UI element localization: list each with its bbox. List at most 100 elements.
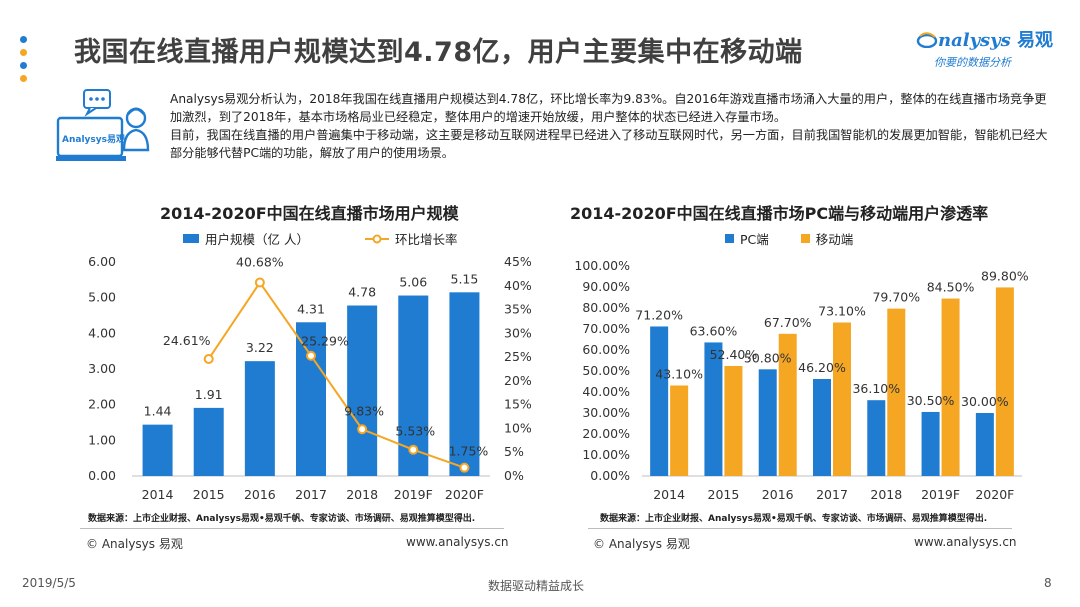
x-tick-label: 2016 xyxy=(244,487,276,502)
y-tick-label: 0.00% xyxy=(590,468,630,483)
y-tick-label: 20.00% xyxy=(582,426,630,441)
pc-bar xyxy=(650,326,669,476)
left-y-tick-label: 6.00 xyxy=(88,254,116,269)
pc-bar xyxy=(975,413,994,476)
divider xyxy=(80,528,504,529)
pc-value-label: 63.60% xyxy=(690,323,738,338)
right-y-tick-label: 20% xyxy=(504,373,532,388)
y-tick-label: 70.00% xyxy=(582,321,630,336)
mobile-value-label: 89.80% xyxy=(981,268,1029,283)
growth-line xyxy=(207,280,465,469)
page-number: 8 xyxy=(1044,576,1052,590)
logo-brand: nalysys 易观 xyxy=(916,26,1066,52)
right-y-tick-label: 30% xyxy=(504,325,532,340)
right-y-tick-label: 35% xyxy=(504,302,532,317)
x-tick-label: 2016 xyxy=(762,487,794,502)
mobile-bar xyxy=(941,298,960,476)
user-bar xyxy=(347,305,378,476)
bar-value-label: 1.91 xyxy=(195,387,223,402)
x-tick-label: 2019F xyxy=(394,487,433,502)
mobile-value-label: 52.40% xyxy=(710,347,758,362)
left-y-tick-label: 3.00 xyxy=(88,361,116,376)
intro-paragraph: Analysys易观分析认为，2018年我国在线直播用户规模达到4.78亿，环比… xyxy=(170,92,1047,124)
x-tick-label: 2015 xyxy=(193,487,225,502)
left-chart-legend: 用户规模（亿 人） 环比增长率 xyxy=(183,229,458,248)
mobile-bar xyxy=(724,365,743,476)
right-y-tick-label: 10% xyxy=(504,420,532,435)
bullet-dot xyxy=(20,62,27,69)
y-tick-label: 40.00% xyxy=(582,384,630,399)
pc-bar xyxy=(758,369,777,476)
right-y-tick-label: 25% xyxy=(504,349,532,364)
analyst-illustration: Analysys易观 xyxy=(54,88,154,168)
legend-label-growth: 环比增长率 xyxy=(394,232,458,247)
legend-bar-swatch xyxy=(183,234,199,243)
x-tick-label: 2020F xyxy=(975,487,1014,502)
intro-paragraph: 目前，我国在线直播的用户普遍集中于移动端，这主要是移动互联网进程早已经进入了移动… xyxy=(170,128,1048,160)
left-copyright: © Analysys 易观 xyxy=(86,537,183,551)
pc-value-label: 46.20% xyxy=(798,360,846,375)
title-bullet-dots xyxy=(20,36,28,88)
logo-a-icon xyxy=(916,32,938,49)
x-tick-label: 2017 xyxy=(295,487,327,502)
pc-value-label: 30.50% xyxy=(907,393,955,408)
mobile-bar xyxy=(833,322,851,476)
growth-point xyxy=(408,444,419,455)
right-y-tick-label: 0% xyxy=(504,468,524,483)
growth-value-label: 5.53% xyxy=(395,424,435,439)
left-website: www.analysys.cn xyxy=(406,535,509,549)
x-tick-label: 2019F xyxy=(921,487,960,502)
left-y-tick-label: 5.00 xyxy=(88,290,116,305)
footer-slogan: 数据驱动精益成长 xyxy=(488,579,585,593)
analyst-icon xyxy=(56,89,150,161)
pc-bar xyxy=(704,342,723,476)
legend-mobile-swatch xyxy=(800,234,810,243)
left-chart-svg: 0.00 1.00 2.00 3.00 4.00 5.00 6.00 0% 5% 10% 15% 20… xyxy=(88,254,532,502)
left-y-tick-label: 2.00 xyxy=(88,397,116,412)
right-copyright: © Analysys 易观 xyxy=(593,537,690,551)
y-tick-label: 50.00% xyxy=(582,363,630,378)
right-y-tick-label: 45% xyxy=(504,254,532,269)
x-tick-label: 2017 xyxy=(816,487,848,502)
growth-point xyxy=(306,350,316,361)
right-chart-legend: PC端 移动端 xyxy=(725,229,853,248)
y-tick-label: 60.00% xyxy=(582,342,630,357)
pc-bar xyxy=(867,400,886,476)
legend-pc-swatch xyxy=(725,234,734,243)
right-y-tick-label: 15% xyxy=(504,397,532,412)
bar-value-label: 1.44 xyxy=(144,404,172,419)
left-y-tick-label: 4.00 xyxy=(88,325,116,340)
mobile-bar xyxy=(887,308,906,476)
page-title: 我国在线直播用户规模达到4.78亿，用户主要集中在移动端 xyxy=(74,37,803,68)
mobile-value-label: 67.70% xyxy=(764,315,812,330)
mobile-bar xyxy=(670,385,689,476)
user-bar xyxy=(449,292,480,476)
y-tick-label: 100.00% xyxy=(574,258,630,273)
y-tick-label: 10.00% xyxy=(582,447,630,462)
left-y-tick-label: 1.00 xyxy=(88,432,116,447)
growth-point xyxy=(254,277,265,288)
bullet-dot xyxy=(20,49,27,56)
right-y-tick-label: 5% xyxy=(504,444,524,459)
bar-value-label: 4.31 xyxy=(297,301,325,316)
logo-slogan: 你要的数据分析 xyxy=(934,56,1011,69)
bar-value-label: 5.06 xyxy=(399,275,427,290)
analysys-logo: nalysys 易观 你要的数据分析 xyxy=(916,26,1066,72)
mobile-value-label: 73.10% xyxy=(818,303,866,318)
analyst-icon-label: Analysys易观 xyxy=(62,135,125,145)
user-bar xyxy=(193,407,224,476)
pc-value-label: 36.10% xyxy=(852,381,900,396)
divider xyxy=(588,528,1012,529)
x-tick-label: 2014 xyxy=(653,487,685,502)
intro-text: Analysys易观分析认为，2018年我国在线直播用户规模达到4.78亿，环比… xyxy=(170,90,1050,162)
y-tick-label: 30.00% xyxy=(582,405,630,420)
bullet-dot xyxy=(20,36,27,43)
growth-value-label: 40.68% xyxy=(236,255,284,270)
mobile-bar xyxy=(995,287,1014,476)
growth-value-label: 1.75% xyxy=(449,444,489,459)
mobile-value-label: 43.10% xyxy=(655,366,703,381)
legend-label-pc: PC端 xyxy=(740,232,769,247)
legend-label-users: 用户规模（亿 人） xyxy=(205,232,309,247)
left-chart-title: 2014-2020F中国在线直播市场用户规模 xyxy=(160,204,459,223)
